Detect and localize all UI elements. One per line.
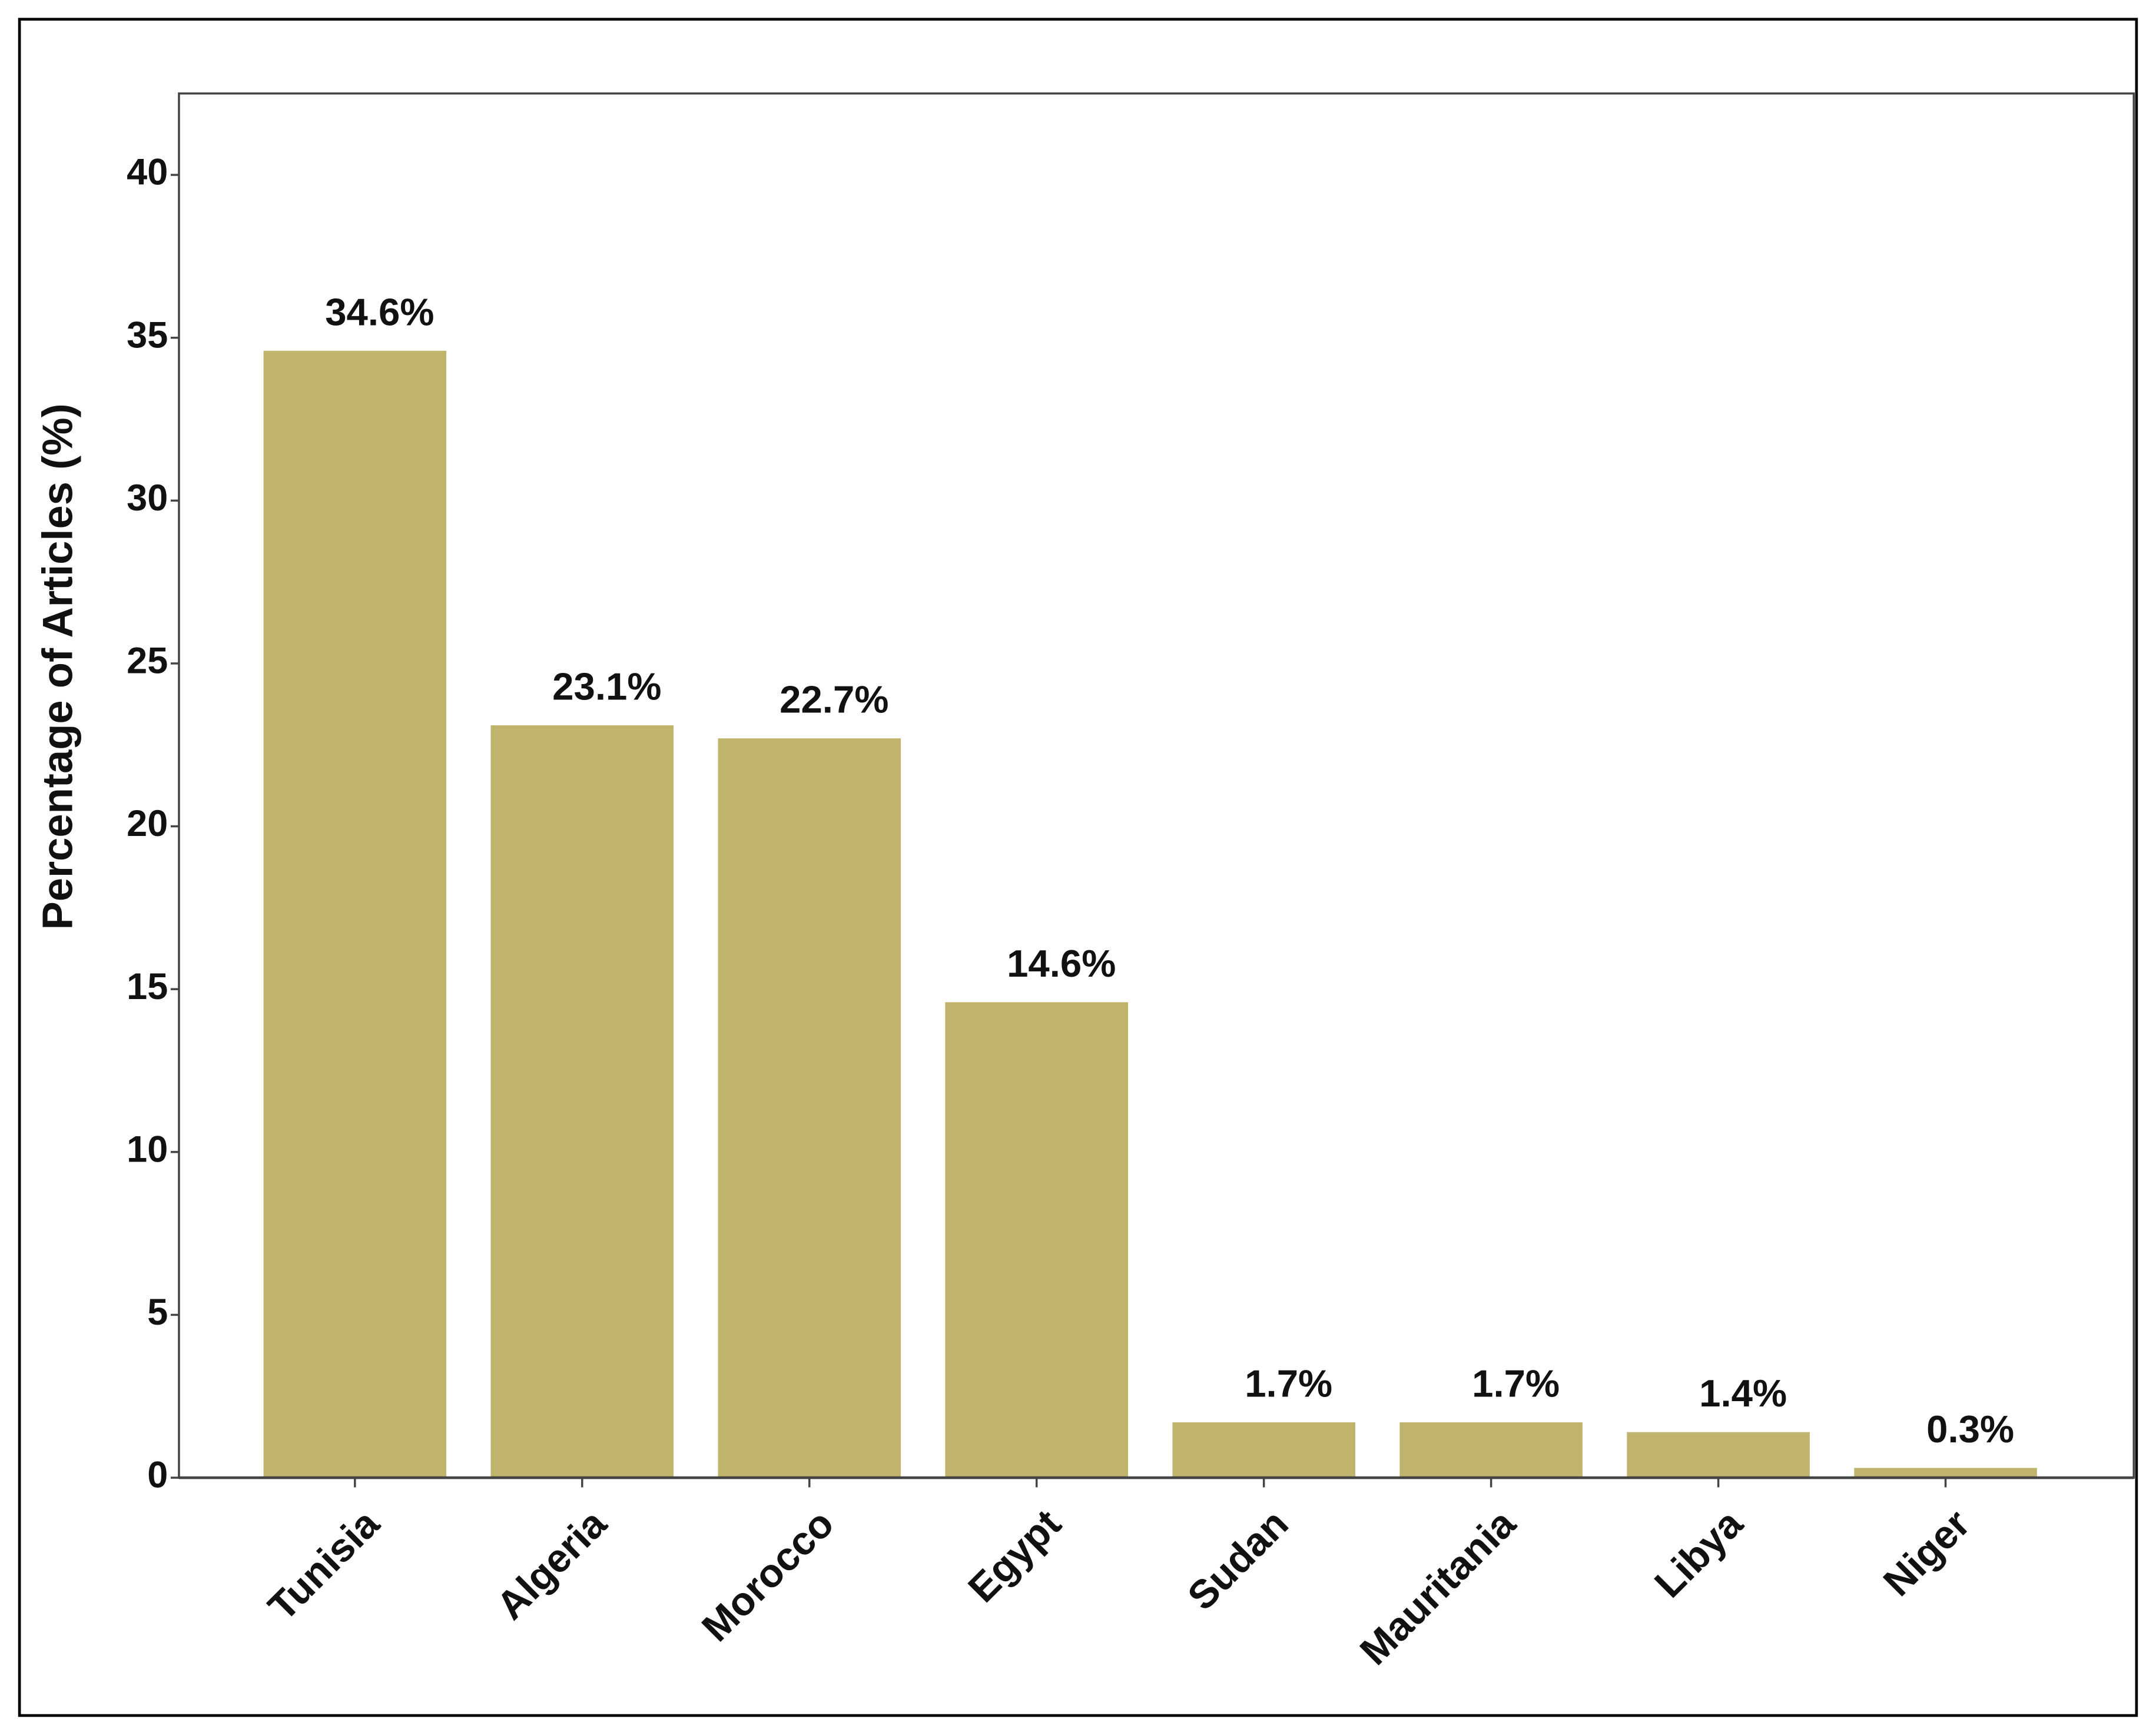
y-tick-label: 0 bbox=[147, 1455, 168, 1496]
bar bbox=[263, 350, 447, 1478]
value-label: 34.6% bbox=[325, 290, 434, 333]
y-axis-label: Percentage of Articles (%) bbox=[34, 403, 81, 930]
y-tick-label: 5 bbox=[147, 1292, 168, 1333]
bar bbox=[945, 1002, 1128, 1478]
x-tick-label: Egypt bbox=[960, 1501, 1070, 1611]
plot-frame bbox=[178, 92, 2135, 1479]
x-tick-label: Libya bbox=[1646, 1501, 1752, 1606]
x-tick-label: Mauritania bbox=[1352, 1501, 1524, 1673]
x-tick-label: Morocco bbox=[694, 1501, 843, 1650]
y-tick-label: 20 bbox=[127, 803, 168, 844]
x-tick-label: Sudan bbox=[1179, 1501, 1296, 1618]
outer-border bbox=[18, 18, 2138, 1717]
y-tick-label: 25 bbox=[127, 641, 168, 682]
bar bbox=[1399, 1422, 1583, 1478]
x-tick-label: Tunisia bbox=[260, 1501, 389, 1629]
y-tick-label: 40 bbox=[127, 152, 168, 193]
x-tick-label: Algeria bbox=[488, 1501, 615, 1628]
value-label: 1.7% bbox=[1245, 1362, 1332, 1405]
bar bbox=[490, 725, 674, 1478]
y-tick-label: 15 bbox=[127, 966, 168, 1007]
y-tick-label: 10 bbox=[127, 1129, 168, 1170]
value-label: 1.7% bbox=[1472, 1362, 1560, 1405]
bar bbox=[1854, 1468, 2037, 1478]
value-label: 14.6% bbox=[1007, 942, 1116, 985]
value-label: 23.1% bbox=[552, 665, 661, 708]
value-label: 22.7% bbox=[780, 678, 888, 721]
bar bbox=[1172, 1422, 1355, 1478]
value-label: 0.3% bbox=[1926, 1408, 2014, 1451]
bar bbox=[1627, 1432, 1810, 1478]
y-tick-label: 35 bbox=[127, 314, 168, 356]
y-tick-label: 30 bbox=[127, 477, 168, 519]
x-tick-label: Niger bbox=[1875, 1501, 1978, 1604]
bar bbox=[718, 738, 901, 1478]
value-label: 1.4% bbox=[1699, 1372, 1787, 1415]
